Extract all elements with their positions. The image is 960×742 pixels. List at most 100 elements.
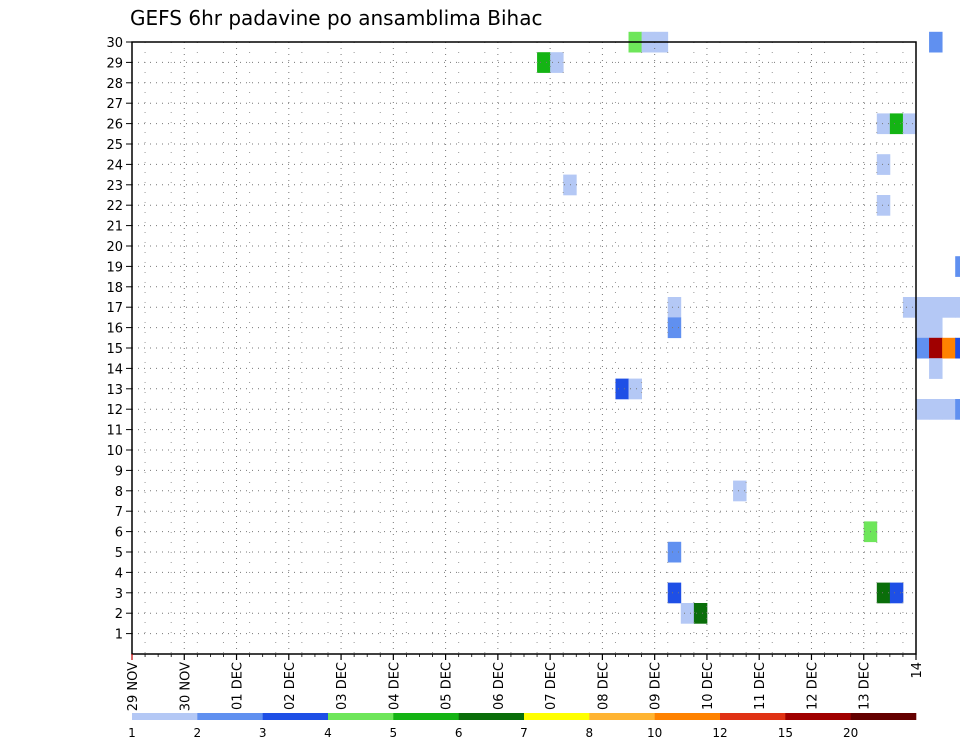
cells-layer — [537, 31, 960, 624]
heatmap-cell — [667, 582, 682, 604]
colorbar-swatch — [458, 713, 525, 720]
heatmap-cell — [876, 195, 891, 216]
heatmap-cell — [615, 378, 629, 400]
colorbar-swatch — [654, 713, 721, 720]
heatmap-cell — [916, 337, 930, 359]
y-tick-label: 21 — [106, 220, 123, 235]
y-tick-label: 22 — [106, 199, 123, 214]
heatmap-cell — [889, 582, 904, 604]
colorbar-swatch — [850, 713, 917, 720]
y-tick-label: 5 — [115, 546, 123, 561]
heatmap-cell — [889, 113, 904, 135]
y-tick-label: 8 — [115, 485, 123, 500]
colorbar-label: 6 — [455, 726, 463, 740]
colorbar-label: 10 — [647, 726, 662, 740]
x-tick-label: 05 DEC — [440, 662, 455, 710]
x-tick-label: 11 DEC — [753, 662, 768, 710]
heatmap-cell — [693, 603, 708, 624]
colorbar-swatch — [720, 713, 786, 720]
y-tick-label: 10 — [106, 444, 123, 459]
x-tick-label: 14 — [910, 662, 925, 679]
heatmap-cell — [942, 399, 956, 420]
colorbar-label: 3 — [259, 726, 267, 740]
heatmap-cell — [916, 399, 930, 420]
y-tick-label: 30 — [106, 36, 123, 51]
x-tick-label: 13 DEC — [858, 662, 873, 710]
colorbar-label: 1 — [128, 726, 136, 740]
heatmap-cell — [876, 113, 891, 135]
heatmap-cell — [942, 337, 956, 359]
y-tick-label: 11 — [106, 424, 123, 439]
colorbar: 1 2 3 4 5 6 7 8 10 12 15 20 — [128, 713, 917, 740]
x-axis: 29 NOV 30 NOV 01 DEC 02 DEC 03 DEC 04 DEC 05 D… — [126, 654, 925, 711]
y-tick-label: 9 — [115, 464, 123, 479]
y-tick-label: 26 — [106, 118, 123, 133]
y-tick-label: 12 — [106, 403, 123, 418]
colorbar-swatch — [589, 713, 655, 720]
colorbar-label: 20 — [843, 726, 858, 740]
y-tick-label: 28 — [106, 77, 123, 92]
x-tick-label: 08 DEC — [596, 662, 611, 710]
heatmap-cell — [955, 256, 960, 277]
heatmap-cell — [929, 297, 943, 318]
x-tick-label: 30 NOV — [178, 662, 193, 711]
y-tick-label: 18 — [106, 281, 123, 296]
heatmap-cell — [667, 317, 682, 339]
heatmap-cell — [667, 541, 682, 563]
heatmap-cell — [667, 297, 682, 318]
colorbar-label: 4 — [324, 726, 332, 740]
heatmap-cell — [733, 480, 747, 502]
y-tick-label: 23 — [106, 179, 123, 194]
x-tick-label: 10 DEC — [701, 662, 716, 710]
y-tick-label: 29 — [106, 56, 123, 71]
heatmap-cell — [929, 317, 943, 339]
colorbar-swatch — [524, 713, 590, 720]
x-tick-label: 09 DEC — [649, 662, 664, 710]
heatmap-cell — [942, 297, 956, 318]
colorbar-swatch — [393, 713, 459, 720]
y-axis: 1234567891011121314151617181920212223242… — [106, 36, 132, 643]
y-tick-label: 17 — [106, 301, 123, 316]
heatmap-cell — [902, 113, 917, 135]
y-tick-label: 19 — [106, 260, 123, 275]
x-tick-label: 02 DEC — [283, 662, 298, 710]
colorbar-swatch — [132, 713, 198, 720]
colorbar-swatch — [262, 713, 329, 720]
grid-layer — [132, 42, 916, 654]
y-tick-label: 14 — [106, 362, 123, 377]
heatmap-cell — [680, 603, 695, 624]
colorbar-label: 15 — [778, 726, 793, 740]
colorbar-swatch — [197, 713, 263, 720]
y-tick-label: 7 — [115, 505, 123, 520]
x-tick-label: 06 DEC — [492, 662, 507, 710]
y-tick-label: 6 — [115, 526, 123, 541]
colorbar-label: 7 — [520, 726, 528, 740]
x-tick-label: 29 NOV — [126, 662, 141, 711]
y-tick-label: 24 — [106, 158, 123, 173]
heatmap-cell — [929, 31, 943, 53]
colorbar-label: 8 — [586, 726, 594, 740]
heatmap-cell — [929, 399, 943, 420]
y-tick-label: 4 — [115, 566, 123, 581]
y-tick-label: 3 — [115, 587, 123, 602]
chart-title: GEFS 6hr padavine po ansamblima Bihac — [130, 6, 543, 30]
colorbar-swatch — [785, 713, 851, 720]
y-tick-label: 25 — [106, 138, 123, 153]
heatmap-cell — [929, 358, 943, 379]
colorbar-label: 2 — [194, 726, 202, 740]
heatmap-cell — [916, 317, 930, 339]
heatmap-cell — [916, 297, 930, 318]
heatmap-cell — [876, 582, 891, 604]
heatmap-cell — [929, 337, 943, 359]
y-tick-label: 27 — [106, 97, 123, 112]
x-tick-label: 12 DEC — [805, 662, 820, 710]
heatmap-cell — [563, 174, 577, 196]
y-tick-label: 16 — [106, 322, 123, 337]
colorbar-swatch — [328, 713, 394, 720]
y-tick-label: 20 — [106, 240, 123, 255]
colorbar-label: 5 — [390, 726, 398, 740]
heatmap-cell — [902, 297, 917, 318]
heatmap-cell — [537, 52, 551, 73]
heatmap-cell — [550, 52, 564, 73]
x-tick-label: 01 DEC — [231, 662, 246, 710]
